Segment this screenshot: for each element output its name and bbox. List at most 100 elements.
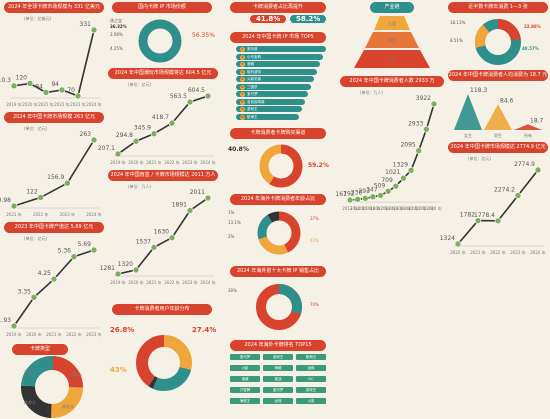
tick-label: 2024 年 [200, 279, 215, 285]
ip-name: 航海王 [247, 114, 258, 119]
panel-overseas-age: 2024 年海外卡牌消费者年龄占比 1% 13.1% 37% 2% 42% [226, 194, 330, 262]
ip-bar: 4 哈利波特 [236, 68, 317, 75]
channel-pct-2: 59.2% [308, 162, 329, 169]
data-point [168, 119, 176, 127]
panel-title: 卡牌消费者用户年龄分布 [112, 304, 212, 315]
data-label: 294.8 [116, 132, 133, 139]
panel-title: 产业链 [370, 2, 414, 13]
pct-b: 58.2% [290, 15, 327, 23]
data-point [369, 193, 377, 201]
data-point [514, 192, 522, 199]
panel-card-types: 卡牌类型 收藏卡 游戏卡 体育卡 动漫卡 [4, 344, 104, 418]
panel-title: 2024 年中国卡牌市场规模 263 亿元 [4, 112, 104, 123]
market-size-chart: 1324 2020 年 1782 2021 年 1778.4 2022 年 2274.2 20… [440, 161, 546, 255]
data-label: 347 [366, 186, 378, 193]
age-pct: 1% [228, 210, 235, 215]
overseas-cell: 宝可梦 [230, 354, 260, 360]
pyramid-level: 中游 [388, 37, 396, 43]
data-label: 100.98 [0, 197, 11, 204]
ip-name: 漫威 [247, 62, 254, 66]
data-point [454, 240, 462, 248]
pyramid-level: 下游 [388, 56, 396, 62]
data-label: 1320 [118, 261, 133, 268]
panel-china-market: 2024 年中国卡牌市场规模 263 亿元 (单位：亿元) 100.98 2021… [0, 112, 104, 220]
legend-value: 48.57% [522, 46, 539, 51]
data-label: 3922 [416, 95, 431, 102]
ip-bar: 10 航海王 [236, 113, 299, 120]
age-donut [136, 335, 192, 391]
data-point [168, 234, 176, 241]
ip-bar: 7 宝可梦 [236, 91, 308, 97]
panel-title: 卡牌类型 [12, 344, 68, 355]
data-label: 118.3 [470, 87, 487, 94]
data-point [407, 166, 415, 174]
rank-badge: 5 [240, 77, 245, 82]
data-point [74, 92, 82, 100]
tick-label: 2022 年 [490, 249, 505, 255]
ip-name: 小马宝莉 [247, 54, 261, 59]
legend-value: 18.11% [450, 20, 466, 25]
tick-label: 2023 年 [182, 159, 197, 165]
age-pct: 2% [228, 234, 235, 239]
panel-industry-chain: 产业链 上游 中游 下游 [340, 2, 444, 70]
panel-output: 2023 年中国卡牌产值达 5.69 亿元 (单位：亿元) 1.93 2019 年… [0, 222, 104, 340]
data-point [346, 196, 354, 204]
legend-value: 36.32% [110, 24, 127, 29]
tick-label: 所有 [524, 132, 532, 138]
legend-value: 3.08% [110, 32, 123, 37]
annual-cards-donut [475, 19, 521, 65]
data-label: 207.1 [98, 145, 115, 152]
channel-donut [259, 144, 303, 188]
overseas-cell: 游戏王 [296, 387, 326, 393]
data-point [10, 202, 18, 210]
ip-name: 奥特曼 [247, 47, 258, 51]
trendy-toys-chart: 207.1 2019 年 294.8 2020 年 345.9 2021 年 418.7 20… [98, 87, 216, 165]
data-label: 2933 [408, 120, 423, 127]
data-point [90, 26, 98, 34]
tick-label: 2021 年 [46, 331, 61, 337]
tick-label: 2022 年 [164, 279, 179, 285]
pyramid: 上游 中游 下游 [354, 16, 430, 68]
pct-a: 41.8% [250, 15, 287, 23]
data-label: 84.6 [500, 97, 514, 104]
data-label: 604.5 [188, 87, 205, 94]
tick-label: 2021 年 [470, 249, 485, 255]
rank-badge: 3 [240, 62, 245, 67]
rank-badge: 7 [240, 92, 245, 97]
rank-badge: 1 [240, 47, 245, 52]
sales-pct: 30% [228, 288, 237, 293]
panel-market-size: 2024 年中国卡牌市场规模达 2774.9 亿元 (单位：亿元) 1324 20… [440, 142, 548, 258]
data-point [186, 207, 194, 214]
ip-bar: 6 三国杀 [236, 83, 311, 90]
tick-label: 女生 [464, 132, 472, 138]
data-label: 192 [343, 190, 355, 197]
donut-label: 游戏卡 [62, 403, 74, 409]
panel-title: 2024 年中国卡牌市场规模达 2774.9 亿元 [448, 142, 548, 153]
data-label: 5.69 [78, 241, 92, 248]
data-point [37, 194, 44, 201]
unit-label: (单位：亿元) [24, 236, 48, 241]
panel-title: 2024 年中国卡牌消费者人均消费为 18.7 元 [448, 70, 548, 81]
data-point [361, 195, 369, 202]
rank-badge: 4 [240, 69, 245, 75]
panel-consumers: 2024 年中国卡牌消费者人数 2933 万 (单位：万人) 167 2013 年… [336, 76, 444, 216]
panel-ip-share: 国内卡牌 IP 市场份额 孩之宝 36.32% 3.08% 4.25% 56.3… [108, 2, 220, 68]
data-label: 122 [26, 188, 38, 195]
data-point [415, 147, 423, 155]
data-label: 70 [67, 87, 75, 94]
data-point [10, 82, 18, 90]
tick-label: 2023 年 [70, 101, 85, 107]
tick-label: 2024 年 [86, 211, 101, 217]
tick-label: 2023 年 [60, 211, 75, 217]
tick-label: 2019 年 [388, 205, 403, 211]
overseas-age-donut [257, 211, 301, 255]
data-point [64, 179, 71, 187]
panel-trendy-toys: 2024 年中国潮玩市场规模将达 604.5 亿元 (单位：亿元) 207.1 2… [98, 68, 220, 168]
data-point [204, 92, 212, 100]
panel-global-market: 2024 年全球卡牌市场规模为 331 亿美元 (单位：亿美元) 110.3 20… [0, 2, 104, 110]
data-point [494, 217, 502, 225]
data-label: 2011 [190, 189, 205, 196]
tick-label: 2023 年 [419, 205, 434, 211]
tick-label: 2024 年 [426, 205, 441, 211]
panel-title: 2024 年中国卡牌 IP 市场 TOP5 [230, 32, 326, 43]
